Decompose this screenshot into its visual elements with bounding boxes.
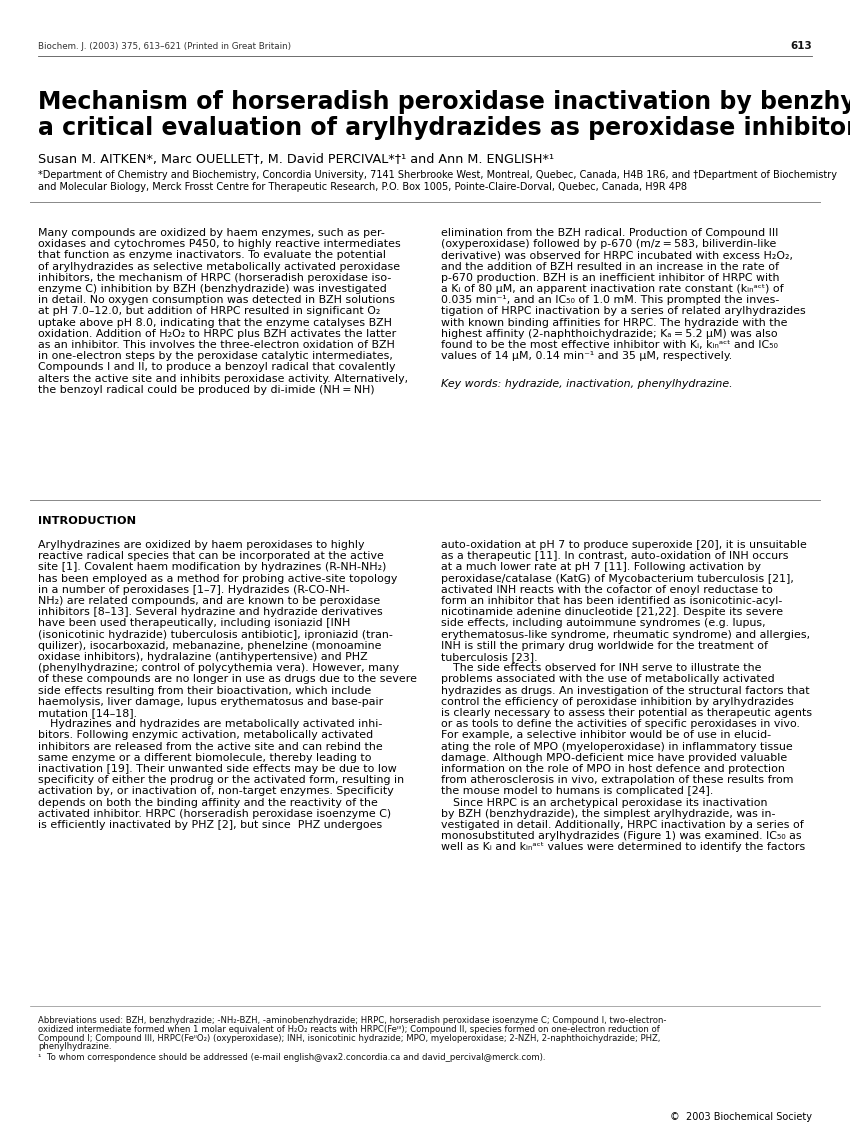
Text: Many compounds are oxidized by haem enzymes, such as per-: Many compounds are oxidized by haem enzy… <box>38 227 385 238</box>
Text: Key words: hydrazide, inactivation, phenylhydrazine.: Key words: hydrazide, inactivation, phen… <box>441 379 733 390</box>
Text: activation by, or inactivation of, non-target enzymes. Specificity: activation by, or inactivation of, non-t… <box>38 786 394 796</box>
Text: side effects resulting from their bioactivation, which include: side effects resulting from their bioact… <box>38 686 371 696</box>
Text: in a number of peroxidases [1–7]. Hydrazides (R-CO-NH-: in a number of peroxidases [1–7]. Hydraz… <box>38 584 349 595</box>
Text: tuberculosis [23].: tuberculosis [23]. <box>441 652 537 662</box>
Text: haemolysis, liver damage, lupus erythematosus and base-pair: haemolysis, liver damage, lupus erythema… <box>38 697 383 707</box>
Text: oxidases and cytochromes P450, to highly reactive intermediates: oxidases and cytochromes P450, to highly… <box>38 239 400 249</box>
Text: For example, a selective inhibitor would be of use in elucid-: For example, a selective inhibitor would… <box>441 731 771 741</box>
Text: well as Kᵢ and kᵢₙᵃᶜᵗ values were determined to identify the factors: well as Kᵢ and kᵢₙᵃᶜᵗ values were determ… <box>441 842 805 852</box>
Text: oxidized intermediate formed when 1 molar equivalent of H₂O₂ reacts with HRPC(Fe: oxidized intermediate formed when 1 mola… <box>38 1025 660 1034</box>
Text: tigation of HRPC inactivation by a series of related arylhydrazides: tigation of HRPC inactivation by a serie… <box>441 306 806 316</box>
Text: is efficiently inactivated by PHZ [2], but since  PHZ undergoes: is efficiently inactivated by PHZ [2], b… <box>38 820 382 830</box>
Text: activated INH reacts with the cofactor of enoyl reductase to: activated INH reacts with the cofactor o… <box>441 584 773 595</box>
Text: with known binding affinities for HRPC. The hydrazide with the: with known binding affinities for HRPC. … <box>441 318 787 328</box>
Text: INTRODUCTION: INTRODUCTION <box>38 516 136 526</box>
Text: (oxyperoxidase) followed by p-670 (m/z = 583, biliverdin-like: (oxyperoxidase) followed by p-670 (m/z =… <box>441 239 776 249</box>
Text: highest affinity (2-naphthoichydrazide; Kₐ = 5.2 μM) was also: highest affinity (2-naphthoichydrazide; … <box>441 329 778 339</box>
Text: bitors. Following enzymic activation, metabolically activated: bitors. Following enzymic activation, me… <box>38 731 373 741</box>
Text: Hydrazines and hydrazides are metabolically activated inhi-: Hydrazines and hydrazides are metabolica… <box>50 720 382 730</box>
Text: nicotinamide adenine dinucleotide [21,22]. Despite its severe: nicotinamide adenine dinucleotide [21,22… <box>441 607 783 617</box>
Text: inhibitors, the mechanism of HRPC (horseradish peroxidase iso-: inhibitors, the mechanism of HRPC (horse… <box>38 272 391 283</box>
Text: as a therapeutic [11]. In contrast, auto-oxidation of INH occurs: as a therapeutic [11]. In contrast, auto… <box>441 552 789 561</box>
Text: a critical evaluation of arylhydrazides as peroxidase inhibitors: a critical evaluation of arylhydrazides … <box>38 116 850 140</box>
Text: at pH 7.0–12.0, but addition of HRPC resulted in significant O₂: at pH 7.0–12.0, but addition of HRPC res… <box>38 306 380 316</box>
Text: or as tools to define the activities of specific peroxidases in vivo.: or as tools to define the activities of … <box>441 720 800 730</box>
Text: hydrazides as drugs. An investigation of the structural factors that: hydrazides as drugs. An investigation of… <box>441 686 809 696</box>
Text: values of 14 μM, 0.14 min⁻¹ and 35 μM, respectively.: values of 14 μM, 0.14 min⁻¹ and 35 μM, r… <box>441 351 732 361</box>
Text: erythematosus-like syndrome, rheumatic syndrome) and allergies,: erythematosus-like syndrome, rheumatic s… <box>441 629 810 640</box>
Text: is clearly necessary to assess their potential as therapeutic agents: is clearly necessary to assess their pot… <box>441 708 812 718</box>
Text: ¹  To whom correspondence should be addressed (e-mail english@vax2.concordia.ca : ¹ To whom correspondence should be addre… <box>38 1053 546 1062</box>
Text: inhibitors are released from the active site and can rebind the: inhibitors are released from the active … <box>38 742 382 751</box>
Text: in detail. No oxygen consumption was detected in BZH solutions: in detail. No oxygen consumption was det… <box>38 295 395 305</box>
Text: reactive radical species that can be incorporated at the active: reactive radical species that can be inc… <box>38 552 384 561</box>
Text: Compounds I and II, to produce a benzoyl radical that covalently: Compounds I and II, to produce a benzoyl… <box>38 363 395 373</box>
Text: Compound I; Compound III, HRPC(FeᴵᴵO₂) (oxyperoxidase); INH, isonicotinic hydraz: Compound I; Compound III, HRPC(FeᴵᴵO₂) (… <box>38 1034 660 1043</box>
Text: Biochem. J. (2003) 375, 613–621 (Printed in Great Britain): Biochem. J. (2003) 375, 613–621 (Printed… <box>38 42 291 51</box>
Text: the mouse model to humans is complicated [24].: the mouse model to humans is complicated… <box>441 786 713 796</box>
Text: (isonicotinic hydrazide) tuberculosis antibiotic], iproniazid (tran-: (isonicotinic hydrazide) tuberculosis an… <box>38 629 393 640</box>
Text: p-670 production. BZH is an inefficient inhibitor of HRPC with: p-670 production. BZH is an inefficient … <box>441 272 779 283</box>
Text: auto-oxidation at pH 7 to produce superoxide [20], it is unsuitable: auto-oxidation at pH 7 to produce supero… <box>441 540 807 549</box>
Text: INH is still the primary drug worldwide for the treatment of: INH is still the primary drug worldwide … <box>441 641 768 651</box>
Text: Arylhydrazines are oxidized by haem peroxidases to highly: Arylhydrazines are oxidized by haem pero… <box>38 540 365 549</box>
Text: depends on both the binding affinity and the reactivity of the: depends on both the binding affinity and… <box>38 797 378 807</box>
Text: as an inhibitor. This involves the three-electron oxidation of BZH: as an inhibitor. This involves the three… <box>38 340 395 350</box>
Text: elimination from the BZH radical. Production of Compound III: elimination from the BZH radical. Produc… <box>441 227 779 238</box>
Text: activated inhibitor. HRPC (horseradish peroxidase isoenzyme C): activated inhibitor. HRPC (horseradish p… <box>38 808 391 819</box>
Text: oxidation. Addition of H₂O₂ to HRPC plus BZH activates the latter: oxidation. Addition of H₂O₂ to HRPC plus… <box>38 329 396 339</box>
Text: site [1]. Covalent haem modification by hydrazines (R-NH-NH₂): site [1]. Covalent haem modification by … <box>38 562 387 572</box>
Text: *Department of Chemistry and Biochemistry, Concordia University, 7141 Sherbrooke: *Department of Chemistry and Biochemistr… <box>38 170 837 180</box>
Text: quilizer), isocarboxazid, mebanazine, phenelzine (monoamine: quilizer), isocarboxazid, mebanazine, ph… <box>38 641 382 651</box>
Text: The side effects observed for INH serve to illustrate the: The side effects observed for INH serve … <box>453 663 762 673</box>
Text: at a much lower rate at pH 7 [11]. Following activation by: at a much lower rate at pH 7 [11]. Follo… <box>441 562 761 572</box>
Text: have been used therapeutically, including isoniazid [INH: have been used therapeutically, includin… <box>38 618 350 628</box>
Text: information on the role of MPO in host defence and protection: information on the role of MPO in host d… <box>441 765 785 774</box>
Text: side effects, including autoimmune syndromes (e.g. lupus,: side effects, including autoimmune syndr… <box>441 618 766 628</box>
Text: inactivation [19]. Their unwanted side effects may be due to low: inactivation [19]. Their unwanted side e… <box>38 765 397 774</box>
Text: has been employed as a method for probing active-site topology: has been employed as a method for probin… <box>38 573 397 583</box>
Text: vestigated in detail. Additionally, HRPC inactivation by a series of: vestigated in detail. Additionally, HRPC… <box>441 820 804 830</box>
Text: ©  2003 Biochemical Society: © 2003 Biochemical Society <box>670 1112 812 1121</box>
Text: oxidase inhibitors), hydralazine (antihypertensive) and PHZ: oxidase inhibitors), hydralazine (antihy… <box>38 652 367 662</box>
Text: Susan M. AITKEN*, Marc OUELLET†, M. David PERCIVAL*†¹ and Ann M. ENGLISH*¹: Susan M. AITKEN*, Marc OUELLET†, M. Davi… <box>38 153 554 166</box>
Text: enzyme C) inhibition by BZH (benzhydrazide) was investigated: enzyme C) inhibition by BZH (benzhydrazi… <box>38 284 387 294</box>
Text: (phenylhydrazine; control of polycythemia vera). However, many: (phenylhydrazine; control of polycythemi… <box>38 663 400 673</box>
Text: of these compounds are no longer in use as drugs due to the severe: of these compounds are no longer in use … <box>38 674 417 685</box>
Text: found to be the most effective inhibitor with Kᵢ, kᵢₙᵃᶜᵗ and IC₅₀: found to be the most effective inhibitor… <box>441 340 778 350</box>
Text: and Molecular Biology, Merck Frosst Centre for Therapeutic Research, P.O. Box 10: and Molecular Biology, Merck Frosst Cent… <box>38 182 687 193</box>
Text: form an inhibitor that has been identified as isonicotinic-acyl-: form an inhibitor that has been identifi… <box>441 596 782 606</box>
Text: phenylhydrazine.: phenylhydrazine. <box>38 1043 111 1052</box>
Text: Mechanism of horseradish peroxidase inactivation by benzhydrazide:: Mechanism of horseradish peroxidase inac… <box>38 90 850 114</box>
Text: problems associated with the use of metabolically activated: problems associated with the use of meta… <box>441 674 774 685</box>
Text: alters the active site and inhibits peroxidase activity. Alternatively,: alters the active site and inhibits pero… <box>38 374 408 384</box>
Text: mutation [14–18].: mutation [14–18]. <box>38 708 137 718</box>
Text: 613: 613 <box>790 41 812 51</box>
Text: damage. Although MPO-deficient mice have provided valuable: damage. Although MPO-deficient mice have… <box>441 753 787 762</box>
Text: control the efficiency of peroxidase inhibition by arylhydrazides: control the efficiency of peroxidase inh… <box>441 697 794 707</box>
Text: Abbreviations used: BZH, benzhydrazide; -NH₂-BZH, -aminobenzhydrazide; HRPC, hor: Abbreviations used: BZH, benzhydrazide; … <box>38 1016 666 1025</box>
Text: that function as enzyme inactivators. To evaluate the potential: that function as enzyme inactivators. To… <box>38 250 386 260</box>
Text: Since HRPC is an archetypical peroxidase its inactivation: Since HRPC is an archetypical peroxidase… <box>453 797 768 807</box>
Text: 0.035 min⁻¹, and an IC₅₀ of 1.0 mM. This prompted the inves-: 0.035 min⁻¹, and an IC₅₀ of 1.0 mM. This… <box>441 295 779 305</box>
Text: a Kᵢ of 80 μM, an apparent inactivation rate constant (kᵢₙᵃᶜᵗ) of: a Kᵢ of 80 μM, an apparent inactivation … <box>441 284 784 294</box>
Text: uptake above pH 8.0, indicating that the enzyme catalyses BZH: uptake above pH 8.0, indicating that the… <box>38 318 392 328</box>
Text: derivative) was observed for HRPC incubated with excess H₂O₂,: derivative) was observed for HRPC incuba… <box>441 250 793 260</box>
Text: monosubstituted arylhydrazides (Figure 1) was examined. IC₅₀ as: monosubstituted arylhydrazides (Figure 1… <box>441 831 802 841</box>
Text: ating the role of MPO (myeloperoxidase) in inflammatory tissue: ating the role of MPO (myeloperoxidase) … <box>441 742 793 751</box>
Text: peroxidase/catalase (KatG) of Mycobacterium tuberculosis [21],: peroxidase/catalase (KatG) of Mycobacter… <box>441 573 794 583</box>
Text: inhibitors [8–13]. Several hydrazine and hydrazide derivatives: inhibitors [8–13]. Several hydrazine and… <box>38 607 382 617</box>
Text: from atherosclerosis in vivo, extrapolation of these results from: from atherosclerosis in vivo, extrapolat… <box>441 775 794 785</box>
Text: in one-electron steps by the peroxidase catalytic intermediates,: in one-electron steps by the peroxidase … <box>38 351 393 361</box>
Text: and the addition of BZH resulted in an increase in the rate of: and the addition of BZH resulted in an i… <box>441 261 779 271</box>
Text: by BZH (benzhydrazide), the simplest arylhydrazide, was in-: by BZH (benzhydrazide), the simplest ary… <box>441 808 775 819</box>
Text: specificity of either the prodrug or the activated form, resulting in: specificity of either the prodrug or the… <box>38 775 404 785</box>
Text: same enzyme or a different biomolecule, thereby leading to: same enzyme or a different biomolecule, … <box>38 753 371 762</box>
Text: of arylhydrazides as selective metabolically activated peroxidase: of arylhydrazides as selective metabolic… <box>38 261 400 271</box>
Text: the benzoyl radical could be produced by di-imide (NH = NH): the benzoyl radical could be produced by… <box>38 385 375 395</box>
Text: NH₂) are related compounds, and are known to be peroxidase: NH₂) are related compounds, and are know… <box>38 596 380 606</box>
